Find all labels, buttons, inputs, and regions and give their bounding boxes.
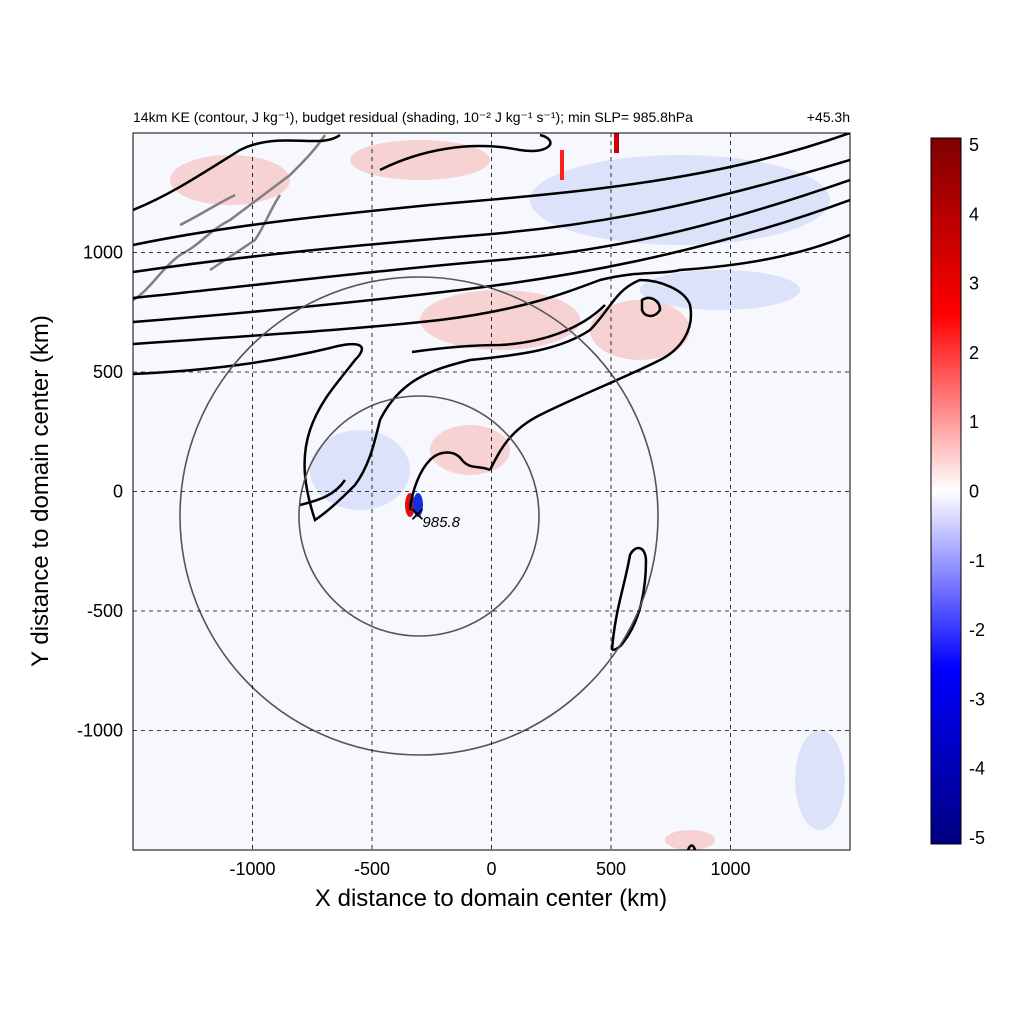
y-tick-label: -500 — [87, 601, 123, 621]
storm-center-marker: 985.8 — [411, 508, 461, 531]
colorbar-tick-label: -5 — [969, 828, 985, 848]
colorbar-tick-label: 3 — [969, 274, 979, 294]
colorbar-tick-label: -3 — [969, 689, 985, 709]
residual-streak-1 — [560, 150, 564, 180]
colorbar-tick-label: 0 — [969, 482, 979, 502]
x-tick-label: 500 — [596, 859, 626, 879]
storm-x-icon — [411, 508, 424, 520]
ke-contours — [133, 133, 850, 850]
x-axis-label: X distance to domain center (km) — [315, 885, 667, 912]
colorbar-tick-label: -4 — [969, 759, 985, 779]
y-tick-label: 0 — [113, 482, 123, 502]
colorbar-tick-label: 1 — [969, 412, 979, 432]
colorbar-tick-label: 2 — [969, 343, 979, 363]
y-axis-label: Y distance to domain center (km) — [27, 315, 54, 667]
x-tick-label: -500 — [354, 859, 390, 879]
x-axis-ticks: -1000 -500 0 500 1000 — [229, 859, 750, 879]
x-tick-label: -1000 — [229, 859, 275, 879]
residual-streak-2 — [614, 133, 619, 153]
colorbar-ticks: 5 4 3 2 1 0 -1 -2 -3 -4 -5 — [969, 135, 985, 848]
colorbar: 5 4 3 2 1 0 -1 -2 -3 -4 -5 — [930, 135, 985, 848]
x-tick-label: 1000 — [710, 859, 750, 879]
plot-background — [133, 133, 850, 850]
y-tick-label: -1000 — [77, 721, 123, 741]
x-tick-label: 0 — [486, 859, 496, 879]
colorbar-gradient — [930, 137, 962, 845]
y-tick-label: 1000 — [83, 243, 123, 263]
plot-area: 985.8 — [132, 132, 851, 851]
colorbar-tick-label: 4 — [969, 204, 979, 224]
range-circle-inner — [298, 395, 540, 637]
y-axis-ticks: -1000 -500 0 500 1000 — [77, 243, 123, 741]
min-slp-label: 985.8 — [422, 514, 460, 531]
plot-frame — [132, 132, 851, 851]
chart-title: 14km KE (contour, J kg⁻¹), budget residu… — [133, 109, 693, 125]
range-circle-outer — [179, 276, 659, 756]
colorbar-tick-label: 5 — [969, 135, 979, 155]
time-label: +45.3h — [807, 109, 850, 125]
colorbar-tick-label: -1 — [969, 551, 985, 571]
residual-shading-positive — [170, 140, 715, 850]
colorbar-tick-label: -2 — [969, 620, 985, 640]
y-tick-label: 500 — [93, 362, 123, 382]
